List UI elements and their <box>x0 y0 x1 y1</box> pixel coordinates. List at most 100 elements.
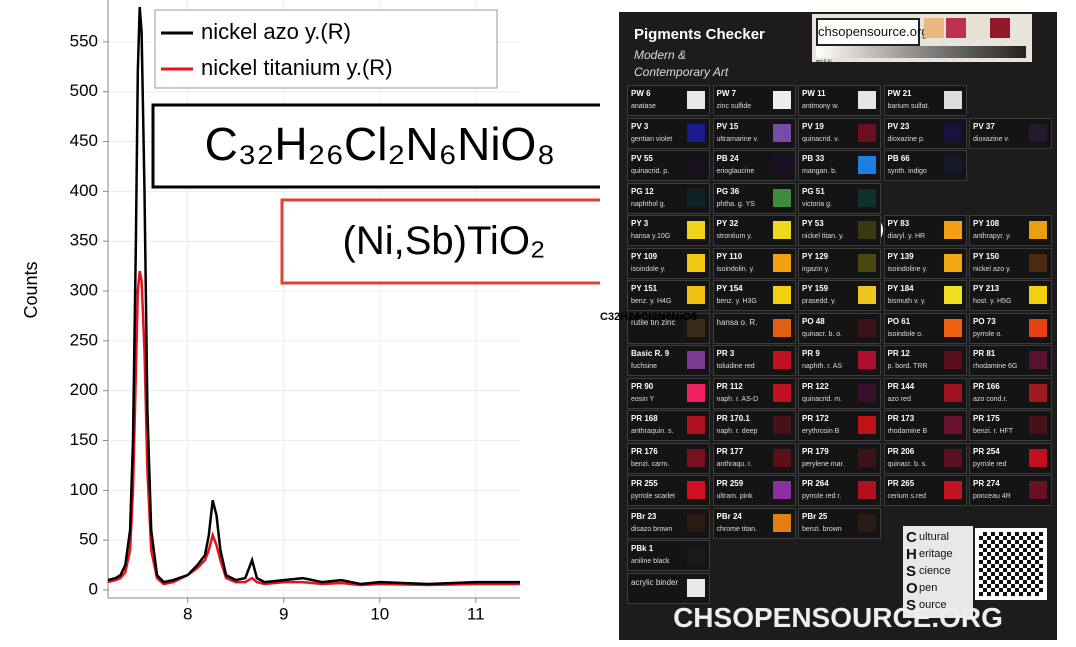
pigment-name: perylene mar. <box>802 460 845 468</box>
swatch <box>772 448 791 467</box>
y-tick-label: 250 <box>70 330 98 349</box>
y-tick-label: 400 <box>70 181 98 200</box>
pigment-cell: PB 66 synth. indigo <box>883 150 967 181</box>
pigment-cell: PR 168 anthraquin. s. <box>627 410 710 441</box>
pigment-cell: PV 37 dioxazine v. <box>969 117 1052 149</box>
line <box>107 270 520 587</box>
pigment-cell: PR 264 pyrrole red r. <box>798 475 881 506</box>
swatch <box>772 188 791 207</box>
pigment-code: PY 129 <box>802 251 829 261</box>
pigment-code: PV 15 <box>716 121 739 131</box>
swatch <box>943 156 962 174</box>
pigment-code: PR 166 <box>973 381 1000 391</box>
pigment-name: naphthol g. <box>631 200 666 208</box>
pigment-code: PO 48 <box>802 316 825 326</box>
pigment-code: PR 12 <box>887 349 910 358</box>
pigment-code: PY 53 <box>802 219 824 228</box>
pigment-cell: PY 32 strontium y. <box>712 215 796 246</box>
logo-word: ultural <box>919 531 949 543</box>
swatch <box>943 286 962 304</box>
pigment-cell: PR 179 perylene mar. <box>798 442 881 474</box>
pigment-cell: PBr 23 disazo brown <box>627 507 710 539</box>
pigment-cell: PR 259 ultram. pink <box>712 475 796 506</box>
pigment-name: hansa y.10G <box>631 233 671 240</box>
y-tick-label: 0 <box>89 580 98 599</box>
pigment-cell: PB 33 mangan. b. <box>798 150 881 181</box>
pigment-name: anatase <box>631 103 656 110</box>
swatch <box>687 448 705 467</box>
pigment-name: gentian violet <box>631 135 673 143</box>
pigment-cell: PY 159 prasedd. y. <box>798 280 881 311</box>
swatch <box>1029 253 1047 272</box>
pigment-name: fuchsine <box>631 363 658 370</box>
swatch <box>1029 286 1047 304</box>
pigment-cell: PR 172 erythrosin B <box>798 410 881 441</box>
pigment-cell: PR 3 toluidine red <box>712 345 796 376</box>
swatch <box>772 123 791 142</box>
pigment-name: aniline black <box>631 558 670 565</box>
swatch <box>687 91 705 109</box>
pigment-name: rutile tin zinc <box>631 317 676 327</box>
logo-letter: H <box>906 546 917 563</box>
pigment-name: naph. r. deep <box>716 428 758 435</box>
pigment-code: PO 73 <box>973 316 996 326</box>
swatch <box>1029 448 1047 467</box>
pigment-name: erythrosin B <box>802 428 840 435</box>
pigment-name: synth. indigo <box>887 168 927 175</box>
legend-label: nickel titanium y.(R) <box>201 55 393 80</box>
pigment-name: erioglaucine <box>716 168 755 175</box>
pigment-name: pyrrole red r. <box>802 493 842 500</box>
checker-title: Pigments Checker <box>634 26 765 43</box>
pigment-name: benz. y. H4G <box>631 298 672 305</box>
pigment-name: nickel azo y. <box>973 265 1011 273</box>
swatch <box>687 513 705 532</box>
swatch <box>687 351 705 369</box>
pigment-cell: PY 53 nickel titan. y. <box>798 215 881 246</box>
x-tick-label: 9 <box>279 604 288 623</box>
pigment-code: PBk 1 <box>631 544 654 553</box>
pigment-code: PR 206 <box>887 446 915 456</box>
pigment-code: PY 110 <box>716 251 743 261</box>
pigment-name: benzi. brown <box>802 525 842 533</box>
pigment-cell: PR 274 ponceau 4R <box>969 475 1052 506</box>
swatch <box>687 416 705 434</box>
pigment-code: PY 83 <box>887 219 910 228</box>
pigment-cell: PY 3 hansa y.10G <box>627 215 710 246</box>
pigment-cell: PBr 24 chrome titan. <box>712 507 796 539</box>
pigment-name: benzi. r. HFT <box>973 428 1014 435</box>
pigment-checker: Pigments Checker Modern & Contemporary A… <box>619 12 1057 640</box>
pigment-cell: PG 51 victoria g. <box>798 182 881 214</box>
pigment-code: PBr 25 <box>802 511 828 521</box>
pigment-name: benz. y. H3G <box>716 298 757 305</box>
swatch <box>858 383 876 402</box>
swatch <box>943 221 962 239</box>
pigment-cell: PG 12 naphthol g. <box>627 182 710 214</box>
swatch <box>687 578 705 597</box>
swatch <box>943 318 962 337</box>
pigment-code: PY 139 <box>887 251 914 261</box>
y-tick-label: 550 <box>70 31 98 50</box>
swatch <box>687 156 705 174</box>
pigment-cell: PW 6 anatase <box>627 85 710 116</box>
y-axis-label: Counts <box>21 261 41 318</box>
pigment-code: PB 66 <box>887 154 910 163</box>
pigment-code: PY 154 <box>716 284 743 293</box>
pigment-code: PV 55 <box>631 154 653 163</box>
pigment-code: PR 254 <box>973 446 1000 456</box>
swatch <box>687 221 705 239</box>
pigment-cell: PY 213 host. y. H5G <box>969 280 1052 311</box>
pigment-cell: PR 254 pyrrole red <box>969 442 1052 474</box>
pigment-code: PR 170.1 <box>716 414 750 423</box>
pigment-name: azo cond.r. <box>973 395 1008 403</box>
pigment-name: quinacrid. p. <box>631 168 670 175</box>
pigment-cell: PR 112 naph. r. AS-D <box>712 377 796 409</box>
swatch <box>943 91 962 109</box>
pigment-code: PR 81 <box>973 349 996 358</box>
pigment-cell: PY 150 nickel azo y. <box>969 247 1052 279</box>
pigment-cell: PG 36 phtha. g. YS <box>712 182 796 214</box>
pigment-cell: PR 265 cerium s.red <box>883 475 967 506</box>
pigment-cell: PY 154 benz. y. H3G <box>712 280 796 311</box>
pigment-name: dioxazine p. <box>887 135 925 143</box>
x-tick-label: 8 <box>183 604 192 623</box>
pigment-code: PR 3 <box>716 349 735 358</box>
